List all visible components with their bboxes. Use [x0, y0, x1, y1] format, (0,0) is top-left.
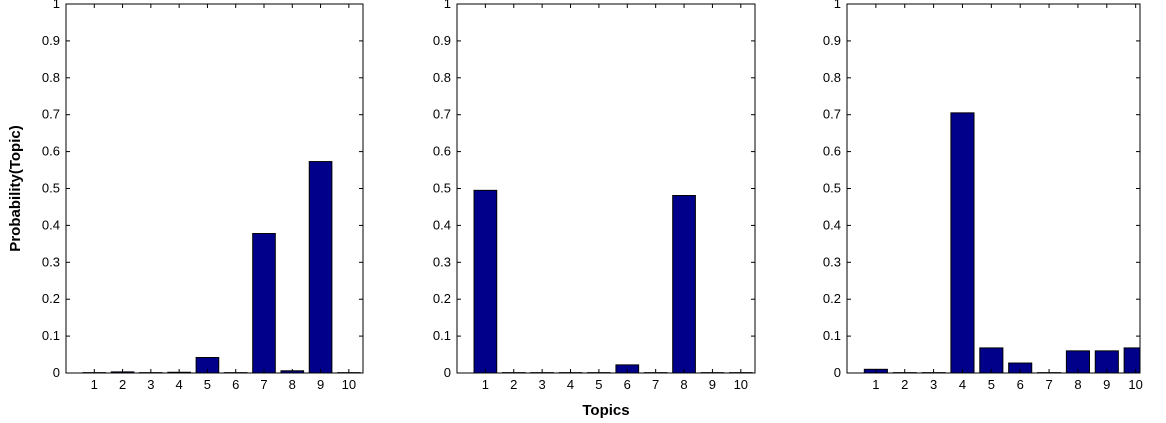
bar-7 [252, 233, 276, 373]
x-tick-label: 2 [510, 377, 517, 392]
x-tick-label: 6 [1017, 377, 1024, 392]
x-tick-label: 7 [1045, 377, 1052, 392]
y-tick-label: 0.7 [823, 107, 841, 122]
x-tick-label: 9 [1103, 377, 1110, 392]
x-tick-label: 9 [709, 377, 716, 392]
y-tick-label: 0.8 [823, 70, 841, 85]
y-tick-label: 0 [834, 365, 841, 380]
y-tick-label: 0.2 [823, 291, 841, 306]
bars [473, 189, 753, 373]
y-tick-label: 1 [834, 0, 841, 11]
x-tick-label: 10 [734, 377, 748, 392]
x-tick-label: 7 [652, 377, 659, 392]
x-tick-label: 4 [176, 377, 183, 392]
y-tick-label: 0.3 [433, 254, 451, 269]
bar-4 [950, 112, 975, 373]
axes-box [456, 3, 756, 374]
y-tick-label: 0.2 [42, 291, 60, 306]
y-tick-label: 0.3 [42, 254, 60, 269]
chart-panel-2: 0 0.1 0.2 0.3 0.4 0.5 0.6 0.7 0.8 0.9 1 1 2 3 4 5 6 7 8 9 10… [433, 0, 756, 419]
y-tick-label: 0.5 [42, 181, 60, 196]
x-axis-title: Topics [582, 402, 629, 419]
y-tick-label: 0.4 [823, 217, 841, 232]
x-tick-label: 3 [930, 377, 937, 392]
axes-box [846, 3, 1141, 374]
y-tick-label: 0.5 [823, 181, 841, 196]
x-tick-label: 7 [260, 377, 267, 392]
x-tick-label: 4 [567, 377, 574, 392]
bars [82, 161, 361, 373]
x-tick-label: 3 [147, 377, 154, 392]
x-tick-label: 8 [680, 377, 687, 392]
x-tick-label: 4 [959, 377, 966, 392]
y-tick-label: 0.7 [42, 107, 60, 122]
chart-panel-1: 0 0.1 0.2 0.3 0.4 0.5 0.6 0.7 0.8 0.9 1 1 2 3 4 5 6 7 8 9 10… [7, 0, 364, 392]
y-tick-label: 0.8 [433, 70, 451, 85]
x-tick-label: 5 [204, 377, 211, 392]
x-tick-label: 2 [901, 377, 908, 392]
x-tick-label: 9 [317, 377, 324, 392]
x-tick-label: 1 [482, 377, 489, 392]
x-tick-label: 5 [595, 377, 602, 392]
y-tick-label: 0 [444, 365, 451, 380]
y-tick-label: 0.3 [823, 254, 841, 269]
x-tick-label: 2 [119, 377, 126, 392]
x-tick-label: 6 [232, 377, 239, 392]
x-tick-label: 1 [872, 377, 879, 392]
y-tick-label: 0.5 [433, 181, 451, 196]
y-tick-label: 0.2 [433, 291, 451, 306]
y-tick-label: 0 [53, 365, 60, 380]
y-tick-label: 0.4 [42, 217, 60, 232]
y-tick-label: 0.1 [433, 328, 451, 343]
y-tick-label: 0.1 [823, 328, 841, 343]
bars [863, 112, 1140, 373]
y-tick-label: 1 [444, 0, 451, 11]
y-tick-label: 0.7 [433, 107, 451, 122]
bar-5 [195, 357, 220, 373]
y-tick-label: 0.9 [823, 33, 841, 48]
bar-9 [308, 161, 333, 373]
x-tick-label: 8 [289, 377, 296, 392]
y-tick-label: 0.9 [433, 33, 451, 48]
x-tick-label: 10 [342, 377, 356, 392]
y-tick-label: 0.8 [42, 70, 60, 85]
y-tick-label: 1 [53, 0, 60, 11]
bar-1 [473, 189, 498, 373]
y-tick-label: 0.6 [823, 144, 841, 159]
y-tick-label: 0.4 [433, 217, 451, 232]
y-tick-label: 0.9 [42, 33, 60, 48]
y-tick-label: 0.6 [42, 144, 60, 159]
x-tick-label: 10 [1128, 377, 1142, 392]
y-tick-label: 0.6 [433, 144, 451, 159]
y-axis-title: Probability(Topic) [7, 125, 24, 251]
bar-8 [672, 195, 696, 373]
x-tick-label: 3 [539, 377, 546, 392]
chart-panel-3: 0 0.1 0.2 0.3 0.4 0.5 0.6 0.7 0.8 0.9 1 1 2 3 4 5 6 7 8 9 10 [823, 0, 1143, 392]
x-tick-label: 6 [624, 377, 631, 392]
x-tick-label: 5 [988, 377, 995, 392]
x-tick-label: 1 [91, 377, 98, 392]
x-tick-label: 8 [1074, 377, 1081, 392]
y-tick-label: 0.1 [42, 328, 60, 343]
